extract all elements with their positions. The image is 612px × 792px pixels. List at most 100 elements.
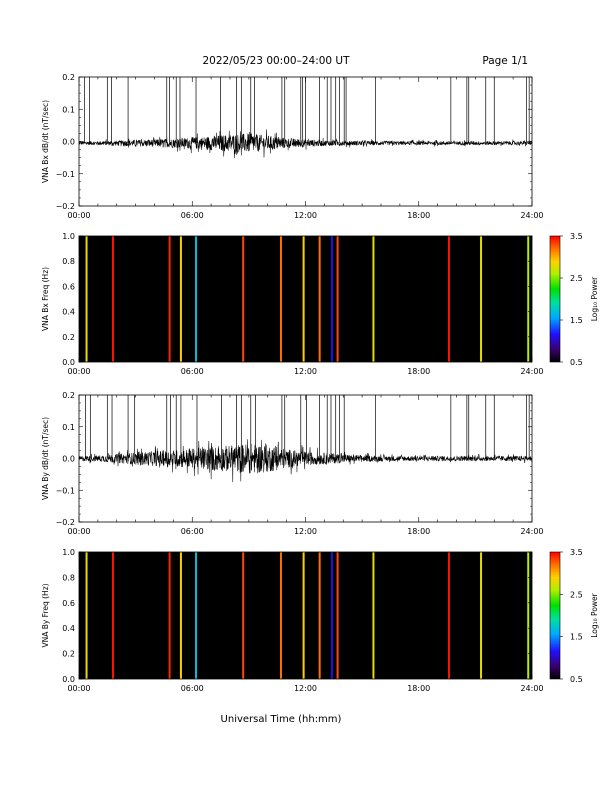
spectrogram-stripe-4 bbox=[195, 236, 198, 362]
y-tick-label: 0.1 bbox=[62, 423, 75, 432]
panels-group: 0.20.10.0−0.1−0.200:00 06:00 12:00 18:00 24:… bbox=[41, 73, 599, 693]
y-tick-label: 0.0 bbox=[62, 138, 75, 147]
y-tick-label: 0.0 bbox=[62, 675, 75, 684]
spectrogram-background bbox=[79, 236, 532, 362]
x-tick-label: 06:00 bbox=[181, 211, 204, 220]
x-tick-label: 12:00 bbox=[294, 367, 317, 376]
panel-by-spectrogram: 0.5 1.5 2.5 3.5 Log₁₀ Power 1.0 0.8 0.6 0.4 0.2 0.… bbox=[41, 548, 599, 693]
spectrogram-stripe-3 bbox=[179, 236, 182, 362]
x-tick-label: 18:00 bbox=[407, 367, 430, 376]
dbdt-trace bbox=[78, 439, 533, 483]
spectrogram-stripe-7 bbox=[302, 552, 305, 679]
x-tick-label: 24:00 bbox=[520, 684, 543, 693]
y-tick-label: 0.4 bbox=[62, 308, 75, 317]
y-tick-label: 0.2 bbox=[62, 650, 75, 659]
colorbar-bx-spectrogram: 0.5 1.5 2.5 3.5 Log₁₀ Power bbox=[549, 232, 599, 367]
colorbar-label: Log₁₀ Power bbox=[590, 592, 599, 637]
panel-bx-dbdt: 0.2 0.1 0.0 −0.1 −0.200:00 06:00 12:00 18:00 24:… bbox=[41, 73, 544, 220]
x-tick-label: 24:00 bbox=[520, 211, 543, 220]
panel-bx-spectrogram: 0.5 1.5 2.5 3.5 Log₁₀ Power 1.0 0.8 0.6 0.4 0.2 0.… bbox=[41, 232, 599, 376]
y-axis-label: VNA Bx dB/dt (nT/sec) bbox=[41, 100, 50, 183]
colorbar-tick-label: 2.5 bbox=[570, 590, 583, 599]
spectrogram-stripe-2 bbox=[168, 236, 171, 362]
colorbar-tick-label: 2.5 bbox=[570, 274, 583, 283]
y-tick-label: −0.2 bbox=[56, 518, 75, 527]
colorbar-by-spectrogram: 0.5 1.5 2.5 3.5 Log₁₀ Power bbox=[549, 548, 599, 684]
colorbar-tick-label: 0.5 bbox=[570, 675, 583, 684]
spectrogram-stripe-4 bbox=[195, 552, 198, 679]
y-axis-label: VNA By dB/dt (nT/sec) bbox=[41, 417, 50, 500]
colorbar-gradient bbox=[549, 235, 561, 363]
x-tick-label: 00:00 bbox=[67, 367, 90, 376]
colorbar-tick-label: 1.5 bbox=[570, 633, 583, 642]
y-tick-label: 0.8 bbox=[62, 257, 75, 266]
y-tick-label: 0.6 bbox=[62, 282, 75, 291]
y-tick-label: 1.0 bbox=[62, 548, 75, 557]
y-tick-label: −0.1 bbox=[56, 486, 75, 495]
spectrogram-stripe-12 bbox=[447, 552, 450, 679]
spectrogram-stripe-10 bbox=[336, 552, 339, 679]
panel-by-dbdt: 0.2 0.1 0.0 −0.1 −0.200:00 06:00 12:00 18:00 24:… bbox=[41, 391, 544, 536]
x-tick-label: 12:00 bbox=[294, 684, 317, 693]
spectrogram-stripe-12 bbox=[447, 236, 450, 362]
spectrogram-stripe-13 bbox=[480, 236, 483, 362]
y-tick-label: 0.2 bbox=[62, 391, 75, 400]
colorbar-tick-label: 3.5 bbox=[570, 548, 583, 557]
spectrogram-stripe-8 bbox=[318, 236, 321, 362]
spectrogram-stripe-14 bbox=[527, 236, 530, 362]
x-tick-label: 00:00 bbox=[67, 527, 90, 536]
y-tick-label: 0.8 bbox=[62, 573, 75, 582]
colorbar-tick-label: 1.5 bbox=[570, 316, 583, 325]
y-tick-label: 0.2 bbox=[62, 333, 75, 342]
y-tick-label: 0.6 bbox=[62, 599, 75, 608]
x-tick-label: 24:00 bbox=[520, 367, 543, 376]
x-tick-label: 06:00 bbox=[181, 527, 204, 536]
spectrogram-stripe-5 bbox=[242, 236, 245, 362]
page-indicator: Page 1/1 bbox=[482, 55, 528, 67]
x-tick-label: 18:00 bbox=[407, 684, 430, 693]
spectrogram-stripe-11 bbox=[372, 236, 375, 362]
x-tick-label: 06:00 bbox=[181, 684, 204, 693]
x-tick-label: 06:00 bbox=[181, 367, 204, 376]
y-axis-label: VNA By Freq (Hz) bbox=[41, 583, 50, 647]
spectrogram-stripe-11 bbox=[372, 552, 375, 679]
spectrogram-stripe-0 bbox=[85, 552, 88, 679]
spectrogram-stripe-0 bbox=[85, 236, 88, 362]
spectrogram-stripe-7 bbox=[302, 236, 305, 362]
colorbar-tick-label: 3.5 bbox=[570, 232, 583, 241]
y-tick-label: −0.1 bbox=[56, 170, 75, 179]
y-tick-label: 0.0 bbox=[62, 358, 75, 367]
spectrogram-stripe-2 bbox=[168, 552, 171, 679]
x-tick-label: 18:00 bbox=[407, 211, 430, 220]
spectrogram-stripe-9 bbox=[330, 236, 333, 362]
spectrogram-stripe-6 bbox=[279, 552, 282, 679]
colorbar-tick-label: 0.5 bbox=[570, 358, 583, 367]
y-tick-label: 0.1 bbox=[62, 105, 75, 114]
spectrogram-stripe-1 bbox=[111, 236, 114, 362]
y-tick-label: 0.2 bbox=[62, 73, 75, 82]
x-tick-label: 00:00 bbox=[67, 684, 90, 693]
x-tick-label: 24:00 bbox=[520, 527, 543, 536]
y-tick-label: 0.4 bbox=[62, 624, 75, 633]
spectrogram-stripe-10 bbox=[336, 236, 339, 362]
spectrogram-stripe-1 bbox=[111, 552, 114, 679]
x-tick-label: 18:00 bbox=[407, 527, 430, 536]
spectrogram-stripe-5 bbox=[242, 552, 245, 679]
colorbar-label: Log₁₀ Power bbox=[590, 276, 599, 321]
figure-title: 2022/05/23 00:00–24:00 UT bbox=[202, 55, 350, 67]
y-tick-label: 0.0 bbox=[62, 455, 75, 464]
x-tick-label: 12:00 bbox=[294, 527, 317, 536]
spectrogram-stripe-6 bbox=[279, 236, 282, 362]
y-axis-label: VNA Bx Freq (Hz) bbox=[41, 267, 50, 331]
spectrogram-background bbox=[79, 552, 532, 679]
spectrogram-stripe-9 bbox=[330, 552, 333, 679]
x-tick-label: 00:00 bbox=[67, 211, 90, 220]
x-axis-title: Universal Time (hh:mm) bbox=[221, 714, 342, 725]
y-tick-label: −0.2 bbox=[56, 202, 75, 211]
spectrogram-stripe-13 bbox=[480, 552, 483, 679]
x-tick-label: 12:00 bbox=[294, 211, 317, 220]
y-tick-label: 1.0 bbox=[62, 232, 75, 241]
spectrogram-stripe-3 bbox=[179, 552, 182, 679]
spectrogram-stripe-8 bbox=[318, 552, 321, 679]
